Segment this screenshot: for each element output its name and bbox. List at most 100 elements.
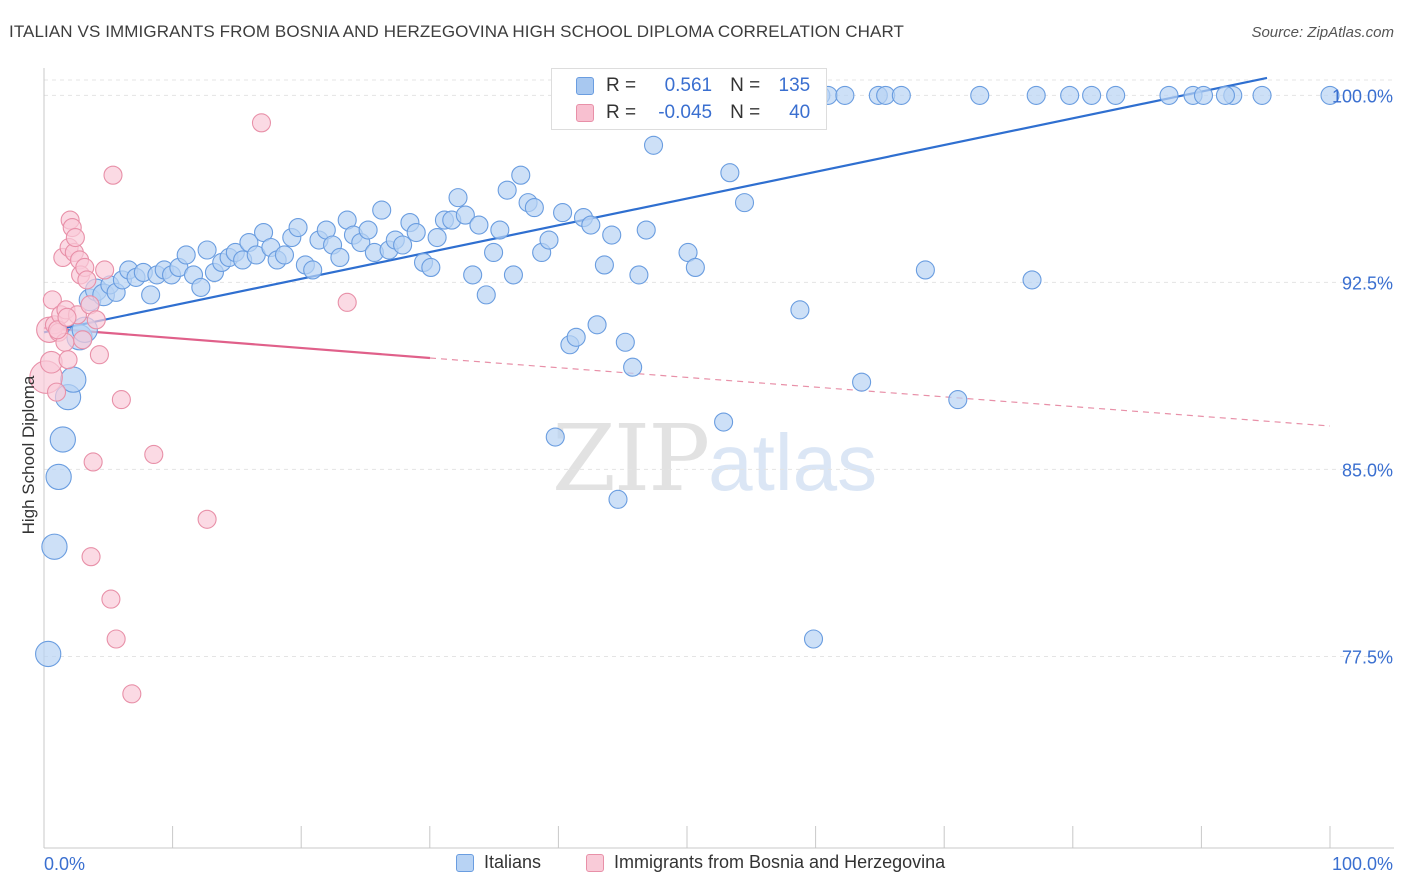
point-italians: [608, 489, 628, 509]
point-italians: [484, 242, 504, 263]
axes: [43, 68, 1394, 849]
point-italians: [970, 85, 990, 105]
point-italians: [720, 163, 740, 183]
point-italians: [566, 327, 586, 347]
legend-label-bosnia: Immigrants from Bosnia and Herzegovina: [614, 852, 946, 872]
point-italians: [393, 235, 413, 255]
legend-item-italians[interactable]: Italians: [456, 852, 541, 873]
point-italians: [330, 247, 350, 268]
grid-lines: [44, 79, 1394, 657]
trend-italians: [43, 76, 1268, 334]
tick-labels: 100.0% 92.5% 85.0% 77.5% 0.0% 100.0% High Scho…: [19, 86, 1393, 874]
point-italians: [1193, 85, 1214, 105]
y-tick-label: 77.5%: [1342, 647, 1393, 667]
r-value: -0.045: [658, 102, 713, 123]
point-italians: [303, 260, 323, 280]
point-italians: [448, 188, 468, 208]
point-italians: [581, 215, 601, 235]
point-bosnia: [42, 290, 62, 310]
point-bosnia: [101, 589, 121, 609]
point-italians: [476, 285, 496, 305]
stats-row-italians: R = 0.561 N = 135: [552, 73, 810, 99]
stats-legend: R = 0.561 N = 135 R = -0.045 N = 40: [551, 68, 827, 130]
point-italians: [636, 220, 656, 240]
point-italians: [852, 372, 872, 392]
watermark-atlas: atlas: [708, 418, 878, 507]
point-italians: [539, 230, 559, 250]
point-italians: [176, 245, 196, 265]
point-italians: [41, 533, 68, 560]
trend-bosnia-solid: [43, 326, 431, 360]
point-italians: [891, 85, 911, 105]
legend-swatch-italians: [456, 853, 474, 872]
point-italians: [1252, 85, 1272, 105]
point-italians: [141, 285, 161, 305]
point-italians: [191, 277, 211, 297]
point-bosnia: [122, 684, 142, 704]
trend-lines: [43, 76, 1331, 427]
point-bosnia: [111, 390, 131, 410]
point-italians: [685, 257, 705, 277]
stats-swatch-italians: [576, 77, 594, 95]
point-italians: [615, 332, 635, 352]
point-italians: [594, 255, 614, 275]
point-italians: [427, 227, 447, 248]
source-label: Source: ZipAtlas.com: [1251, 24, 1394, 41]
watermark: ZIPatlas: [552, 405, 877, 512]
point-italians: [490, 220, 510, 240]
point-italians: [1026, 85, 1046, 105]
x-tick-label: 100.0%: [1332, 854, 1393, 874]
point-italians: [45, 463, 72, 491]
y-tick-label: 92.5%: [1342, 273, 1393, 293]
point-italians: [734, 193, 755, 213]
point-bosnia: [103, 165, 123, 185]
point-bosnia: [89, 345, 109, 365]
data-points: [29, 85, 1340, 704]
point-italians: [274, 245, 295, 265]
point-italians: [643, 135, 664, 155]
legend-label-italians: Italians: [484, 852, 542, 872]
point-bosnia: [77, 270, 97, 290]
y-tick-label: 100.0%: [1332, 86, 1393, 106]
point-italians: [587, 315, 607, 335]
point-italians: [1320, 85, 1340, 105]
point-italians: [915, 260, 935, 280]
point-italians: [421, 257, 441, 277]
point-bosnia: [73, 330, 93, 350]
point-bosnia: [65, 227, 85, 248]
point-italians: [835, 85, 855, 105]
point-italians: [602, 225, 622, 245]
x-tick-label: 0.0%: [44, 854, 85, 874]
point-bosnia: [81, 547, 101, 567]
legend-swatch-bosnia: [586, 853, 604, 872]
point-italians: [503, 265, 523, 285]
y-axis-label: High School Diploma: [19, 375, 38, 534]
n-label: N =: [730, 75, 761, 96]
r-label: R =: [606, 102, 637, 123]
point-bosnia: [337, 292, 357, 312]
stats-swatch-bosnia: [576, 104, 594, 122]
point-italians: [1022, 270, 1042, 290]
point-italians: [469, 215, 489, 235]
point-bosnia: [86, 310, 106, 330]
point-italians: [455, 205, 475, 225]
n-value: 40: [789, 102, 811, 123]
point-italians: [553, 203, 573, 223]
point-bosnia: [197, 509, 217, 529]
chart-title: ITALIAN VS IMMIGRANTS FROM BOSNIA AND HE…: [9, 22, 905, 41]
point-italians: [49, 426, 76, 453]
point-bosnia: [95, 260, 115, 280]
stats-row-bosnia: R = -0.045 N = 40: [552, 100, 810, 126]
r-value: 0.561: [664, 75, 713, 96]
point-italians: [524, 198, 544, 218]
point-italians: [372, 200, 392, 220]
point-italians: [197, 240, 217, 260]
point-italians: [288, 218, 308, 238]
point-italians: [629, 265, 649, 285]
n-value: 135: [778, 75, 811, 96]
point-italians: [35, 640, 62, 668]
legend-item-bosnia[interactable]: Immigrants from Bosnia and Herzegovina: [586, 852, 945, 873]
point-italians: [1106, 85, 1126, 105]
trend-bosnia-dashed: [429, 357, 1331, 427]
